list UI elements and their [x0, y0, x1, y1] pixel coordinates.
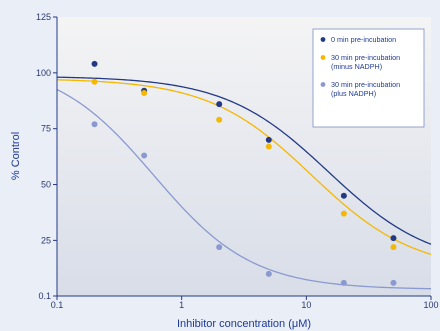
data-points	[91, 60, 397, 286]
data-point-s1-3	[216, 101, 223, 108]
fit-curve-1	[56, 76, 432, 245]
legend-marker-1	[320, 37, 326, 42]
data-point-s3-6	[390, 279, 397, 286]
fit-curve-3	[56, 88, 432, 290]
x-tick-label: 0.1	[51, 300, 64, 310]
y-tick-label: 50	[41, 180, 51, 190]
data-point-s3-4	[265, 270, 272, 277]
x-tick-label: 1	[179, 300, 184, 310]
data-point-s1-1	[91, 60, 98, 67]
x-tick-label: 10	[301, 300, 311, 310]
x-axis-title: Inhibitor concentration (μM)	[177, 318, 311, 330]
legend-label-2: (minus NADPH)	[331, 62, 382, 71]
data-point-s1-5	[340, 192, 347, 199]
data-point-s3-2	[141, 152, 148, 159]
legend-label-3: (plus NADPH)	[331, 89, 376, 98]
legend: 0 min pre-incubation 30 min pre-incubatio…	[312, 28, 425, 128]
data-point-s3-1	[91, 121, 98, 128]
data-point-s2-3	[216, 116, 223, 123]
data-point-s2-4	[265, 143, 272, 150]
y-tick-label: 75	[41, 124, 51, 134]
legend-box	[312, 28, 425, 128]
legend-marker-2	[320, 55, 326, 60]
fit-curves	[56, 76, 432, 290]
data-point-s2-2	[141, 89, 148, 96]
legend-label-2: 30 min pre-incubation	[331, 53, 400, 62]
data-point-s1-6	[390, 235, 397, 242]
data-point-s2-1	[91, 78, 98, 85]
y-tick-label: 25	[41, 235, 51, 245]
y-axis-title: % Control	[10, 132, 22, 180]
y-tick-label: 0.1	[38, 291, 51, 301]
data-point-s2-5	[340, 210, 347, 217]
y-ticks: 0.1 25 50 75 100 125	[36, 12, 57, 301]
x-tick-label: 100	[423, 300, 438, 310]
x-ticks: 0.1 1 10 100	[51, 296, 439, 310]
y-tick-label: 125	[36, 12, 51, 22]
y-tick-label: 100	[36, 68, 51, 78]
data-point-s2-6	[390, 244, 397, 251]
fit-curve-2	[56, 79, 432, 255]
legend-marker-3	[320, 82, 326, 87]
legend-label-1: 0 min pre-incubation	[331, 35, 396, 44]
legend-label-3: 30 min pre-incubation	[331, 80, 400, 89]
data-point-s3-5	[340, 279, 347, 286]
data-point-s3-3	[216, 244, 223, 251]
data-point-s1-4	[265, 136, 272, 143]
